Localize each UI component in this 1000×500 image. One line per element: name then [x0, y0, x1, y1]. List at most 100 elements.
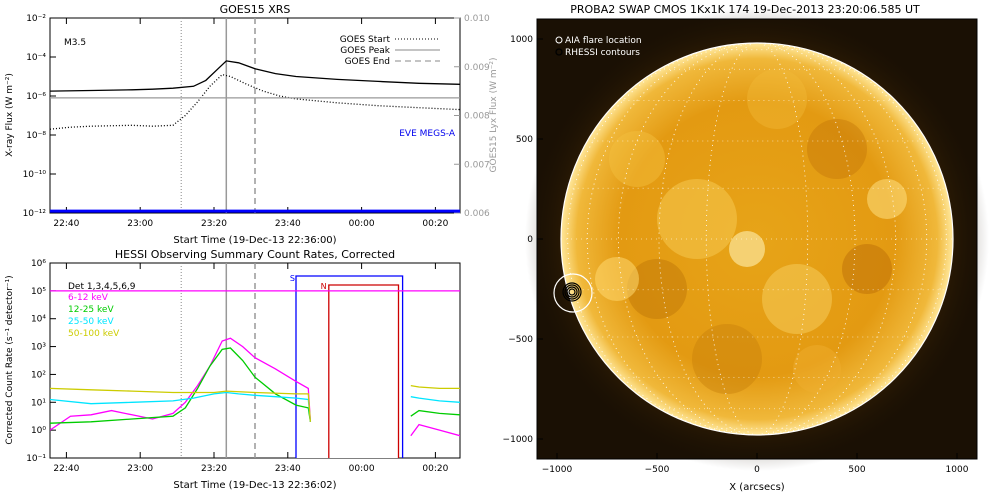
hessi-flags: SN [290, 274, 404, 458]
longitude-line [586, 42, 928, 436]
rhessi-legend-icon [555, 48, 563, 56]
y-tick-label: 10⁰ [31, 426, 46, 436]
swap-legend: AIA flare location RHESSI contours [555, 36, 642, 58]
goes-y-ticks: 10⁻² 10⁻⁴ 10⁻⁶ 10⁻⁸ 10⁻¹⁰ 10⁻¹² [23, 14, 56, 219]
y-tick-label: 1000 [510, 35, 533, 45]
active-region [692, 324, 762, 394]
rhessi-contour [562, 282, 582, 302]
goes-ylabel: X-ray Flux (W m⁻²) [5, 73, 15, 157]
x-tick-label: 23:20 [201, 219, 227, 229]
series-line [50, 391, 312, 422]
active-region [747, 69, 807, 129]
rhessi-contour [568, 288, 576, 296]
active-region [595, 257, 639, 301]
x-tick-label: 23:40 [275, 464, 301, 474]
x-tick-label: −1000 [542, 465, 573, 475]
saa-flag [295, 275, 404, 458]
x-tick-label: 0 [754, 465, 760, 475]
y2-tick-label: 0.007 [464, 160, 490, 170]
swap-legend-aia: AIA flare location [565, 36, 642, 46]
x-tick-label: 23:20 [201, 464, 227, 474]
hessi-legend-25-50: 25-50 keV [68, 317, 114, 327]
goes-title: GOES15 XRS [220, 3, 291, 16]
y2-tick-label: 0.010 [464, 14, 490, 24]
series-line [50, 337, 312, 431]
saa-flag-label: S [290, 274, 295, 283]
x-tick-label: 23:40 [275, 219, 301, 229]
active-region [729, 231, 765, 267]
y2-tick-label: 0.009 [464, 63, 490, 73]
longitude-line [567, 42, 947, 436]
active-region [807, 119, 867, 179]
y-tick-label: 10⁻⁴ [26, 53, 46, 63]
heliographic-grid [561, 42, 953, 436]
goes-y2-ticks: 0.010 0.009 0.008 0.007 0.006 [454, 14, 490, 219]
y-tick-label: 0 [527, 235, 533, 245]
goes-series [50, 60, 460, 213]
hessi-legend: Det 1,3,4,5,6,9 6-12 keV 12-25 keV 25-50… [68, 282, 136, 339]
hessi-legend-50-100: 50-100 keV [68, 329, 120, 339]
x-tick-label: 00:20 [422, 464, 448, 474]
solar-surface-texture [595, 69, 907, 394]
hessi-x-ticks: 22:40 23:00 23:20 23:40 00:00 00:20 [53, 263, 449, 474]
series-line [410, 409, 460, 417]
x-tick-label: 22:40 [53, 464, 79, 474]
hessi-series [50, 290, 460, 437]
longitude-line [705, 42, 809, 436]
goes-xlabel: Start Time (19-Dec-13 22:36:00) [173, 235, 336, 246]
goes-time-markers [180, 18, 256, 213]
night-flag [328, 284, 400, 458]
y-tick-label: 10⁻² [26, 14, 46, 24]
swap-y-ticks: 1000 500 0 −500 −1000 [503, 35, 543, 445]
x-tick-label: 1000 [946, 465, 969, 475]
rhessi-contour [566, 286, 578, 298]
active-region [793, 345, 841, 393]
goes-legend: GOES Start GOES Peak GOES End [340, 35, 440, 67]
y-tick-label: 10⁻¹⁰ [23, 170, 47, 180]
active-region [842, 244, 892, 294]
hessi-panel: HESSI Observing Summary Count Rates, Cor… [5, 248, 461, 491]
hessi-xlabel: Start Time (19-Dec-13 22:36:02) [173, 480, 336, 491]
y-tick-label: 10⁵ [31, 287, 46, 297]
aia-legend-icon [555, 36, 563, 44]
swap-xlabel: X (arcsecs) [729, 482, 785, 493]
night-flag-label: N [321, 282, 327, 291]
hessi-ylabel: Corrected Count Rate (s⁻¹ detector⁻¹) [5, 275, 15, 444]
x-tick-label: −500 [645, 465, 670, 475]
series-line [50, 347, 312, 424]
x-tick-label: 00:00 [349, 464, 375, 474]
goes-panel: GOES15 XRS 10⁻² 10⁻⁴ 10⁻⁶ 10⁻⁸ 10⁻¹⁰ 10⁻¹² 0.… [5, 3, 499, 246]
flare-location-marker [553, 273, 593, 313]
goes-class-label: M3.5 [64, 38, 86, 48]
y-tick-label: 10⁻⁸ [26, 131, 46, 141]
swap-x-ticks: −1000 −500 0 500 1000 [542, 453, 969, 475]
hessi-legend-6-12: 6-12 keV [68, 293, 109, 303]
x-tick-label: 22:40 [53, 219, 79, 229]
y-tick-label: 10⁻¹ [26, 454, 46, 464]
x-tick-label: 00:00 [349, 219, 375, 229]
x-tick-label: 500 [848, 465, 865, 475]
goes-legend-end: GOES End [345, 57, 390, 67]
y-tick-label: −500 [508, 335, 533, 345]
active-region [609, 131, 665, 187]
x-tick-label: 00:20 [422, 219, 448, 229]
goes-legend-peak: GOES Peak [340, 46, 390, 56]
y-tick-label: 10⁶ [31, 259, 46, 269]
hessi-y-ticks: 10⁶ 10⁵ 10⁴ 10³ 10² 10¹ 10⁰ 10⁻¹ [26, 259, 56, 464]
saa-gap [296, 276, 399, 458]
rhessi-contour [564, 284, 580, 300]
hessi-legend-12-25: 12-25 keV [68, 305, 114, 315]
active-region [627, 259, 687, 319]
eve-label: EVE MEGS-A [399, 129, 456, 139]
series-line [410, 384, 460, 390]
swap-legend-rhessi: RHESSI contours [565, 48, 640, 58]
y-tick-label: 10¹ [31, 398, 46, 408]
x-tick-label: 23:00 [127, 464, 153, 474]
y2-tick-label: 0.008 [464, 112, 490, 122]
active-region [867, 179, 907, 219]
hessi-title: HESSI Observing Summary Count Rates, Cor… [115, 248, 395, 261]
series-line [50, 60, 460, 92]
y2-tick-label: 0.006 [464, 209, 490, 219]
x-tick-label: 23:00 [127, 219, 153, 229]
